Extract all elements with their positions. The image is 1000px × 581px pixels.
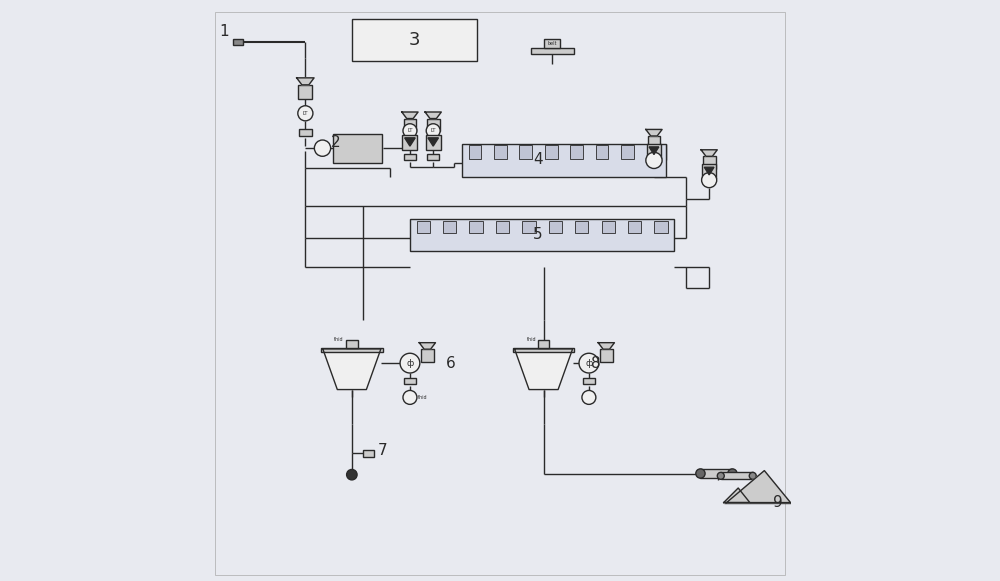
Circle shape: [403, 390, 417, 404]
Bar: [426, 135, 441, 150]
Bar: [700, 469, 732, 478]
Bar: [583, 378, 595, 384]
Bar: [404, 378, 416, 384]
Bar: [299, 130, 312, 135]
Bar: [404, 119, 416, 131]
Polygon shape: [419, 343, 436, 349]
Text: 1: 1: [219, 24, 229, 40]
Bar: [522, 221, 536, 234]
Circle shape: [646, 152, 662, 168]
Circle shape: [582, 390, 596, 404]
Polygon shape: [405, 138, 415, 146]
Bar: [575, 221, 588, 234]
Bar: [647, 144, 661, 158]
Text: LT: LT: [407, 128, 413, 133]
Bar: [721, 472, 753, 479]
Bar: [496, 221, 509, 234]
Text: LT: LT: [303, 111, 308, 116]
Polygon shape: [425, 112, 441, 119]
Circle shape: [298, 106, 313, 121]
Circle shape: [579, 353, 599, 373]
Circle shape: [400, 353, 420, 373]
Polygon shape: [727, 471, 790, 503]
Circle shape: [702, 173, 717, 188]
Bar: [321, 347, 383, 352]
Text: 4: 4: [533, 152, 543, 167]
Bar: [648, 136, 660, 149]
Bar: [570, 145, 583, 159]
Bar: [628, 221, 641, 234]
Polygon shape: [428, 138, 438, 146]
Text: 2: 2: [331, 135, 341, 150]
Bar: [549, 221, 562, 234]
Bar: [654, 221, 668, 234]
Bar: [531, 48, 574, 54]
Text: belt: belt: [548, 41, 557, 46]
Bar: [427, 119, 440, 131]
Polygon shape: [323, 349, 381, 390]
Bar: [363, 450, 374, 457]
Circle shape: [314, 140, 331, 156]
Polygon shape: [297, 78, 314, 85]
Bar: [519, 145, 532, 159]
Circle shape: [403, 124, 417, 138]
Bar: [702, 164, 716, 178]
Polygon shape: [598, 343, 614, 349]
Circle shape: [749, 472, 756, 479]
Text: 7: 7: [378, 443, 388, 458]
Bar: [352, 19, 477, 61]
Bar: [421, 349, 434, 362]
Polygon shape: [704, 167, 714, 175]
Text: 8: 8: [591, 356, 601, 371]
Text: thid: thid: [334, 338, 343, 342]
Text: 9: 9: [773, 495, 783, 510]
Bar: [417, 221, 430, 234]
Bar: [513, 347, 574, 352]
Text: 3: 3: [409, 31, 420, 49]
Text: ф: ф: [585, 358, 593, 368]
Text: thid: thid: [527, 338, 537, 342]
Polygon shape: [701, 150, 717, 156]
Bar: [443, 221, 456, 234]
Polygon shape: [515, 349, 573, 390]
Bar: [298, 85, 312, 99]
Bar: [703, 156, 716, 169]
Bar: [544, 39, 560, 48]
Bar: [469, 145, 481, 159]
Bar: [402, 135, 417, 150]
Bar: [596, 145, 608, 159]
Text: thid: thid: [417, 395, 427, 400]
Polygon shape: [646, 130, 662, 136]
Bar: [545, 145, 558, 159]
Text: 6: 6: [446, 356, 455, 371]
Circle shape: [728, 469, 737, 478]
Polygon shape: [724, 488, 750, 503]
Bar: [404, 154, 416, 160]
Bar: [410, 219, 674, 251]
Circle shape: [426, 124, 440, 138]
Polygon shape: [649, 147, 659, 155]
Bar: [346, 339, 358, 347]
Polygon shape: [402, 112, 418, 119]
Bar: [600, 349, 613, 362]
Bar: [602, 221, 615, 234]
Circle shape: [696, 469, 705, 478]
Circle shape: [347, 469, 357, 480]
Bar: [427, 154, 439, 160]
Circle shape: [717, 472, 724, 479]
Text: 5: 5: [533, 227, 543, 242]
Text: ф: ф: [406, 358, 414, 368]
Bar: [462, 144, 666, 177]
Text: LT: LT: [430, 128, 436, 133]
Bar: [647, 145, 659, 159]
Bar: [621, 145, 634, 159]
Bar: [538, 339, 549, 347]
Bar: [233, 39, 243, 45]
Bar: [469, 221, 483, 234]
Bar: [333, 134, 382, 163]
Bar: [494, 145, 507, 159]
